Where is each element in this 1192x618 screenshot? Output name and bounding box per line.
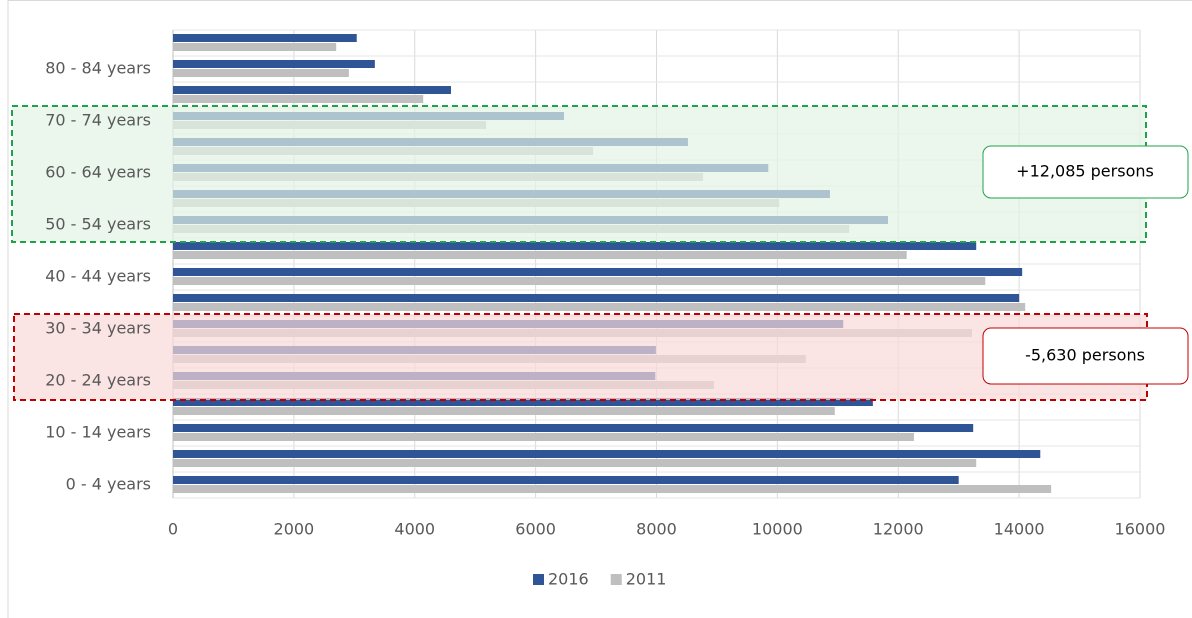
annotation-box bbox=[982, 145, 1189, 199]
x-tick-label: 12000 bbox=[873, 520, 924, 539]
bar bbox=[173, 294, 1020, 302]
y-tick-label: 0 - 4 years bbox=[66, 475, 151, 494]
y-tick-label: 30 - 34 years bbox=[45, 319, 151, 338]
bar bbox=[173, 450, 1041, 458]
y-tick-label: 40 - 44 years bbox=[45, 267, 151, 286]
annotation: -5,630 persons bbox=[1025, 346, 1145, 365]
bar bbox=[173, 485, 1052, 493]
y-tick-label: 70 - 74 years bbox=[45, 111, 151, 130]
x-tick-label: 10000 bbox=[752, 520, 803, 539]
annotation: +12,085 persons bbox=[1016, 162, 1154, 181]
y-tick-label: 80 - 84 years bbox=[45, 59, 151, 78]
bar bbox=[173, 60, 375, 68]
bar bbox=[173, 476, 959, 484]
bar bbox=[173, 407, 835, 415]
bar bbox=[173, 398, 873, 406]
bar bbox=[173, 242, 977, 250]
bar bbox=[173, 43, 337, 51]
legend-swatch bbox=[610, 574, 622, 585]
x-tick-label: 2000 bbox=[274, 520, 315, 539]
bar bbox=[173, 424, 974, 432]
x-tick-label: 0 bbox=[168, 520, 178, 539]
x-tick-label: 6000 bbox=[515, 520, 556, 539]
legend-label: 2016 bbox=[548, 570, 589, 589]
bar bbox=[173, 86, 452, 94]
x-tick-label: 4000 bbox=[394, 520, 435, 539]
x-tick-label: 16000 bbox=[1115, 520, 1166, 539]
highlight-decline bbox=[13, 313, 1148, 401]
frame bbox=[7, 0, 1192, 618]
bar bbox=[173, 433, 914, 441]
highlight-growth bbox=[11, 105, 1147, 243]
x-tick-label: 14000 bbox=[994, 520, 1045, 539]
y-tick-label: 50 - 54 years bbox=[45, 215, 151, 234]
y-tick-label: 60 - 64 years bbox=[45, 163, 151, 182]
bar bbox=[173, 277, 986, 285]
bar bbox=[173, 34, 357, 42]
bar bbox=[173, 459, 977, 467]
bar bbox=[173, 69, 349, 77]
bar bbox=[173, 268, 1023, 276]
y-tick-label: 10 - 14 years bbox=[45, 423, 151, 442]
x-tick-label: 8000 bbox=[636, 520, 677, 539]
legend-label: 2011 bbox=[626, 570, 667, 589]
annotation-box bbox=[982, 327, 1189, 385]
bar bbox=[173, 95, 424, 103]
bar bbox=[173, 303, 1026, 311]
y-tick-label: 20 - 24 years bbox=[45, 371, 151, 390]
bar bbox=[173, 251, 907, 259]
legend-swatch bbox=[533, 574, 544, 585]
